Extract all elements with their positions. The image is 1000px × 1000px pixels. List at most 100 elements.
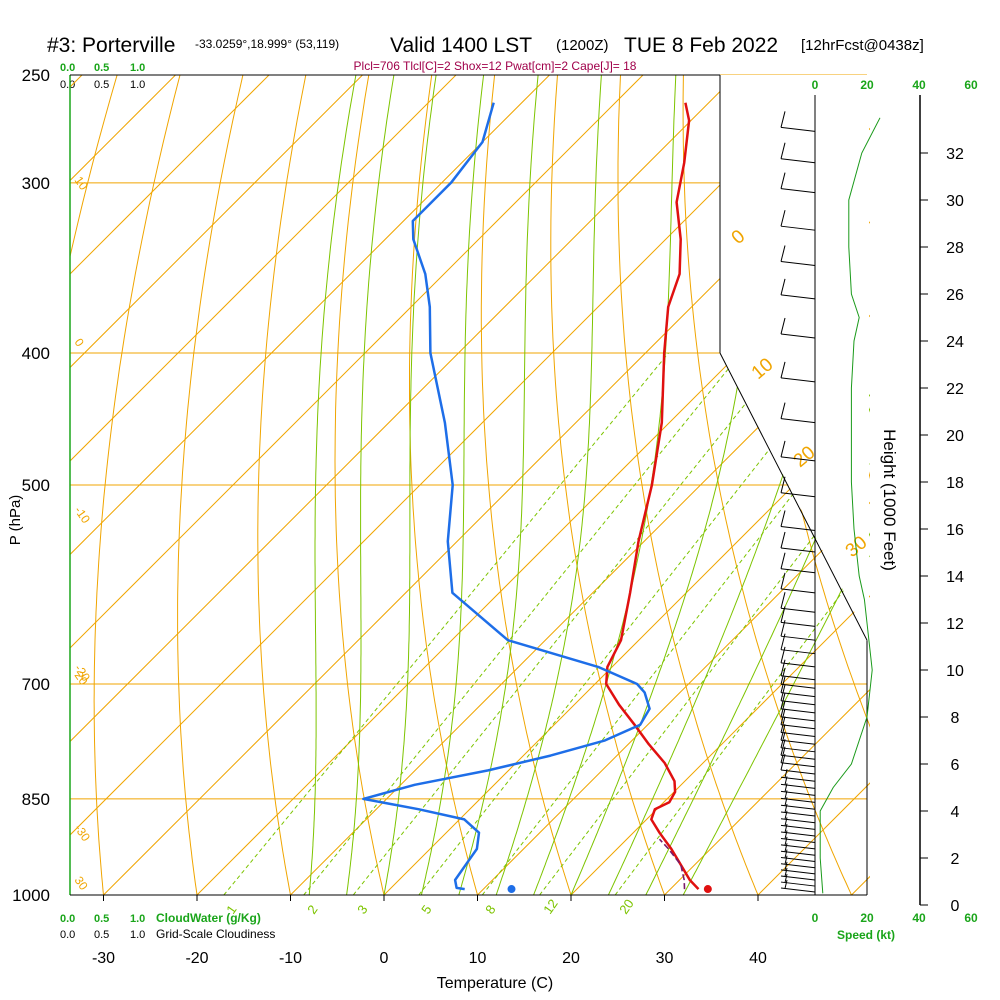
wind-barb xyxy=(780,418,816,424)
wind-barb xyxy=(780,875,816,881)
wind-barb xyxy=(780,869,816,875)
wind-barb xyxy=(780,456,816,462)
dry-adiabat xyxy=(682,75,852,895)
temp-tick-40: 40 xyxy=(749,950,767,967)
cloud-scale-bottom: 0.0 0.5 1.0 CloudWater (g/Kg) 0.0 0.5 1.… xyxy=(60,911,275,941)
wind-barb-flag xyxy=(780,111,786,128)
wind-barb xyxy=(780,716,816,722)
isotherm-line xyxy=(477,501,870,895)
height-tick-4: 4 xyxy=(951,804,960,821)
cloudwater-scale-top-2: 1.0 xyxy=(130,62,145,74)
speed-tick-top-20: 20 xyxy=(860,78,874,92)
forecast-tag: [12hrFcst@0438z] xyxy=(801,37,924,54)
wind-barb xyxy=(780,724,816,730)
moist-adiabat xyxy=(458,75,539,895)
mixing-ratio-label-2: 2 xyxy=(304,902,320,917)
wind-barb-flag xyxy=(780,172,786,189)
wind-barb xyxy=(780,790,816,796)
wind-barb xyxy=(780,818,816,824)
speed-tick-top-40: 40 xyxy=(912,78,926,92)
wind-barb xyxy=(780,526,816,532)
isotherm-label-0: 0 xyxy=(72,336,87,350)
cloudiness-label: Grid-Scale Cloudiness xyxy=(156,927,275,941)
wind-barb xyxy=(780,675,816,681)
wind-barb-flag xyxy=(784,855,788,865)
wind-barb-flag xyxy=(784,823,788,833)
surface-temperature-point xyxy=(703,885,712,894)
wind-barb-flag xyxy=(780,592,786,609)
pressure-tick-300: 300 xyxy=(22,174,50,193)
pressure-tick-400: 400 xyxy=(22,344,50,363)
cloudwater-scale-top-0: 0.0 xyxy=(60,62,75,74)
wind-barb-flag xyxy=(780,361,786,378)
height-tick-2: 2 xyxy=(951,851,960,868)
height-tick-30: 30 xyxy=(946,193,964,210)
wind-barb xyxy=(780,754,816,760)
wind-barb xyxy=(780,824,816,830)
wind-barb-flag xyxy=(780,142,786,159)
cloudiness-scale-top-2: 1.0 xyxy=(130,79,145,91)
wind-barb xyxy=(780,881,816,887)
valid-utc: (1200Z) xyxy=(556,37,609,54)
x-axis-title: Temperature (C) xyxy=(437,975,553,992)
mixing-ratio-label-3: 3 xyxy=(354,902,370,917)
wind-barb xyxy=(780,831,816,837)
cloudiness-scale-bottom-2: 1.0 xyxy=(130,929,145,941)
dry-adiabat xyxy=(93,75,181,895)
moist-adiabat xyxy=(346,75,395,895)
isotherm-line xyxy=(664,688,870,895)
sounding-indices: Plcl=706 Tlcl[C]=2 Shox=12 Pwat[cm]=2 Ca… xyxy=(354,59,637,73)
isotherm-label-30: 30 xyxy=(72,874,91,893)
wind-barb xyxy=(780,692,816,698)
wind-barb-flag xyxy=(780,572,786,589)
height-tick-26: 26 xyxy=(946,287,964,304)
wind-barb xyxy=(780,547,816,553)
temp-tick-20: 20 xyxy=(562,950,580,967)
wind-barb-flag xyxy=(780,402,786,419)
wind-barb xyxy=(780,158,816,164)
height-tick-0: 0 xyxy=(951,898,960,915)
temp-tick-10: 10 xyxy=(469,950,487,967)
mixing-ratio-label-20: 20 xyxy=(616,896,637,916)
height-tick-32: 32 xyxy=(946,146,964,163)
wind-barb xyxy=(780,776,816,782)
wind-barb-flag xyxy=(780,476,786,493)
isotherm-line xyxy=(70,75,644,649)
cloud-scale-top: 0.0 0.5 1.0 0.0 0.5 1.0 xyxy=(60,62,145,91)
wind-barb xyxy=(780,225,816,231)
wind-barb xyxy=(780,857,816,863)
valid-time: Valid 1400 LST xyxy=(390,34,532,57)
isotherm-line xyxy=(196,221,870,895)
moist-adiabat xyxy=(645,407,870,895)
wind-barb xyxy=(780,588,816,594)
speed-tick-bottom-60: 60 xyxy=(964,911,978,925)
cloudiness-scale-top-0: 0.0 xyxy=(60,79,75,91)
dry-adiabat xyxy=(257,75,307,895)
height-axis-title: Height (1000 Feet) xyxy=(880,429,899,571)
dry-adiabat xyxy=(550,75,665,895)
isotherm-line xyxy=(70,75,550,556)
plot-mask xyxy=(720,75,869,641)
wind-barb-flag xyxy=(780,317,786,335)
cloudwater-scale-bottom-0: 0.0 xyxy=(60,913,75,925)
wind-speed-label: Speed (kt) xyxy=(837,928,895,942)
dry-adiabat xyxy=(409,75,478,895)
height-tick-6: 6 xyxy=(951,757,960,774)
mixing-ratio-line xyxy=(481,393,870,895)
wind-barb-flag xyxy=(780,659,786,676)
isotherm-line xyxy=(70,75,457,462)
surface-dewpoint-point xyxy=(507,885,516,894)
moist-adiabat xyxy=(383,75,437,895)
thermo-background xyxy=(70,75,870,895)
height-tick-10: 10 xyxy=(946,663,964,680)
wind-barb xyxy=(780,568,816,574)
wind-barb-flag xyxy=(780,440,786,457)
wind-barb xyxy=(780,863,816,869)
pressure-tick-700: 700 xyxy=(22,675,50,694)
wind-barb xyxy=(780,377,816,383)
isotherm-line xyxy=(70,75,737,743)
wind-barb-flag xyxy=(780,531,786,549)
valid-date: TUE 8 Feb 2022 xyxy=(624,34,778,57)
